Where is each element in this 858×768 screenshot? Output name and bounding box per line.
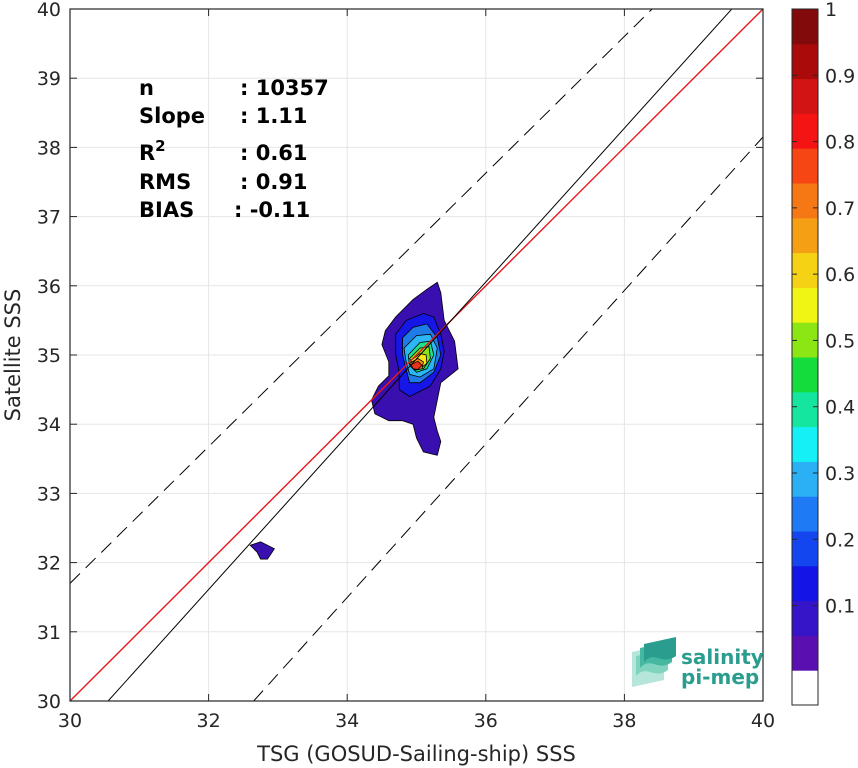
colorbar-segment [792, 9, 818, 45]
stat-label: Slope [139, 104, 205, 128]
colorbar-segment [792, 426, 818, 462]
contour-level-1 [249, 541, 275, 560]
density-contours [249, 281, 459, 560]
line-offset-lower [253, 136, 763, 701]
stat-label: RMS [139, 170, 191, 194]
stats-box: n : 10357 Slope : 1.11 R2 : 0.61 RMS : 0.91 BIAS… [139, 76, 329, 222]
colorbar-segment [792, 357, 818, 393]
colorbar-segment [792, 252, 818, 288]
y-tick-label: 30 [37, 691, 61, 713]
y-tick-label: 32 [37, 553, 61, 575]
y-tick-label: 31 [37, 622, 61, 644]
x-axis-ticks: 30 32 34 36 38 40 [58, 9, 775, 732]
colorbar-segment [792, 217, 818, 254]
stat-value: : 0.61 [240, 141, 308, 165]
colorbar-tick-label: 0.5 [825, 330, 855, 352]
stat-value: : -0.11 [234, 198, 310, 222]
x-tick-label: 34 [335, 710, 359, 732]
colorbar-tick-label: 0.2 [825, 529, 855, 551]
colorbar-segment [792, 322, 818, 358]
logo-text-pimep: pi-mep [681, 665, 759, 689]
colorbar-segment [792, 565, 818, 602]
line-identity [70, 9, 763, 701]
y-axis-ticks: 30 31 32 33 34 35 36 37 38 39 40 [37, 0, 763, 713]
x-tick-label: 36 [474, 710, 498, 732]
colorbar-segment [792, 670, 818, 706]
stat-value: : 1.11 [240, 104, 308, 128]
y-tick-label: 34 [37, 414, 61, 436]
colorbar-segment [792, 531, 818, 567]
y-tick-label: 33 [37, 483, 61, 505]
contour-level-9 [410, 360, 423, 370]
colorbar-tick-label: 0.6 [825, 264, 855, 286]
y-tick-label: 35 [37, 345, 61, 367]
colorbar-tick-label: 0.9 [825, 65, 855, 87]
y-tick-label: 36 [37, 276, 61, 298]
x-tick-label: 38 [612, 710, 636, 732]
colorbar: 0.1 0.2 0.3 0.4 0.5 0.6 0.7 0.8 0.9 1 [791, 0, 855, 706]
colorbar-segment [792, 600, 818, 636]
y-tick-label: 38 [37, 137, 61, 159]
colorbar-tick-label: 0.3 [825, 463, 855, 485]
stat-label: BIAS [139, 198, 194, 222]
stat-value: : 10357 [240, 76, 329, 100]
colorbar-segment [792, 496, 818, 532]
colorbar-segment [792, 148, 818, 184]
logo-wave-icon [632, 637, 676, 687]
x-axis-label: TSG (GOSUD-Sailing-ship) SSS [256, 742, 576, 766]
line-regression [107, 9, 733, 701]
colorbar-segment [792, 183, 818, 219]
x-tick-label: 32 [197, 710, 221, 732]
salinity-pimep-logo: salinity pi-mep [632, 637, 764, 689]
stat-label: R2 [139, 137, 166, 165]
colorbar-segment [792, 461, 818, 497]
x-tick-label: 40 [751, 710, 775, 732]
y-axis-label: Satellite SSS [1, 289, 25, 422]
colorbar-segment [792, 635, 818, 671]
colorbar-tick-label: 0.4 [825, 397, 855, 419]
colorbar-tick-label: 1 [825, 0, 837, 21]
colorbar-frame [791, 8, 819, 706]
colorbar-tick-label: 0.7 [825, 198, 855, 220]
colorbar-tick-label: 0.8 [825, 132, 855, 154]
colorbar-segment [792, 78, 818, 114]
stat-label: n [139, 76, 154, 100]
line-offset-upper [70, 9, 653, 584]
colorbar-tick-label: 0.1 [825, 596, 855, 618]
y-tick-label: 39 [37, 68, 61, 90]
x-tick-label: 30 [58, 710, 82, 732]
y-tick-label: 37 [37, 207, 61, 229]
colorbar-segment [792, 43, 818, 80]
colorbar-segment [792, 113, 818, 149]
colorbar-segment [792, 287, 818, 323]
stat-value: : 0.91 [240, 170, 308, 194]
logo-text-salinity: salinity [681, 645, 764, 669]
y-tick-label: 40 [37, 0, 61, 21]
colorbar-segment [792, 391, 818, 428]
reference-lines [70, 9, 763, 701]
